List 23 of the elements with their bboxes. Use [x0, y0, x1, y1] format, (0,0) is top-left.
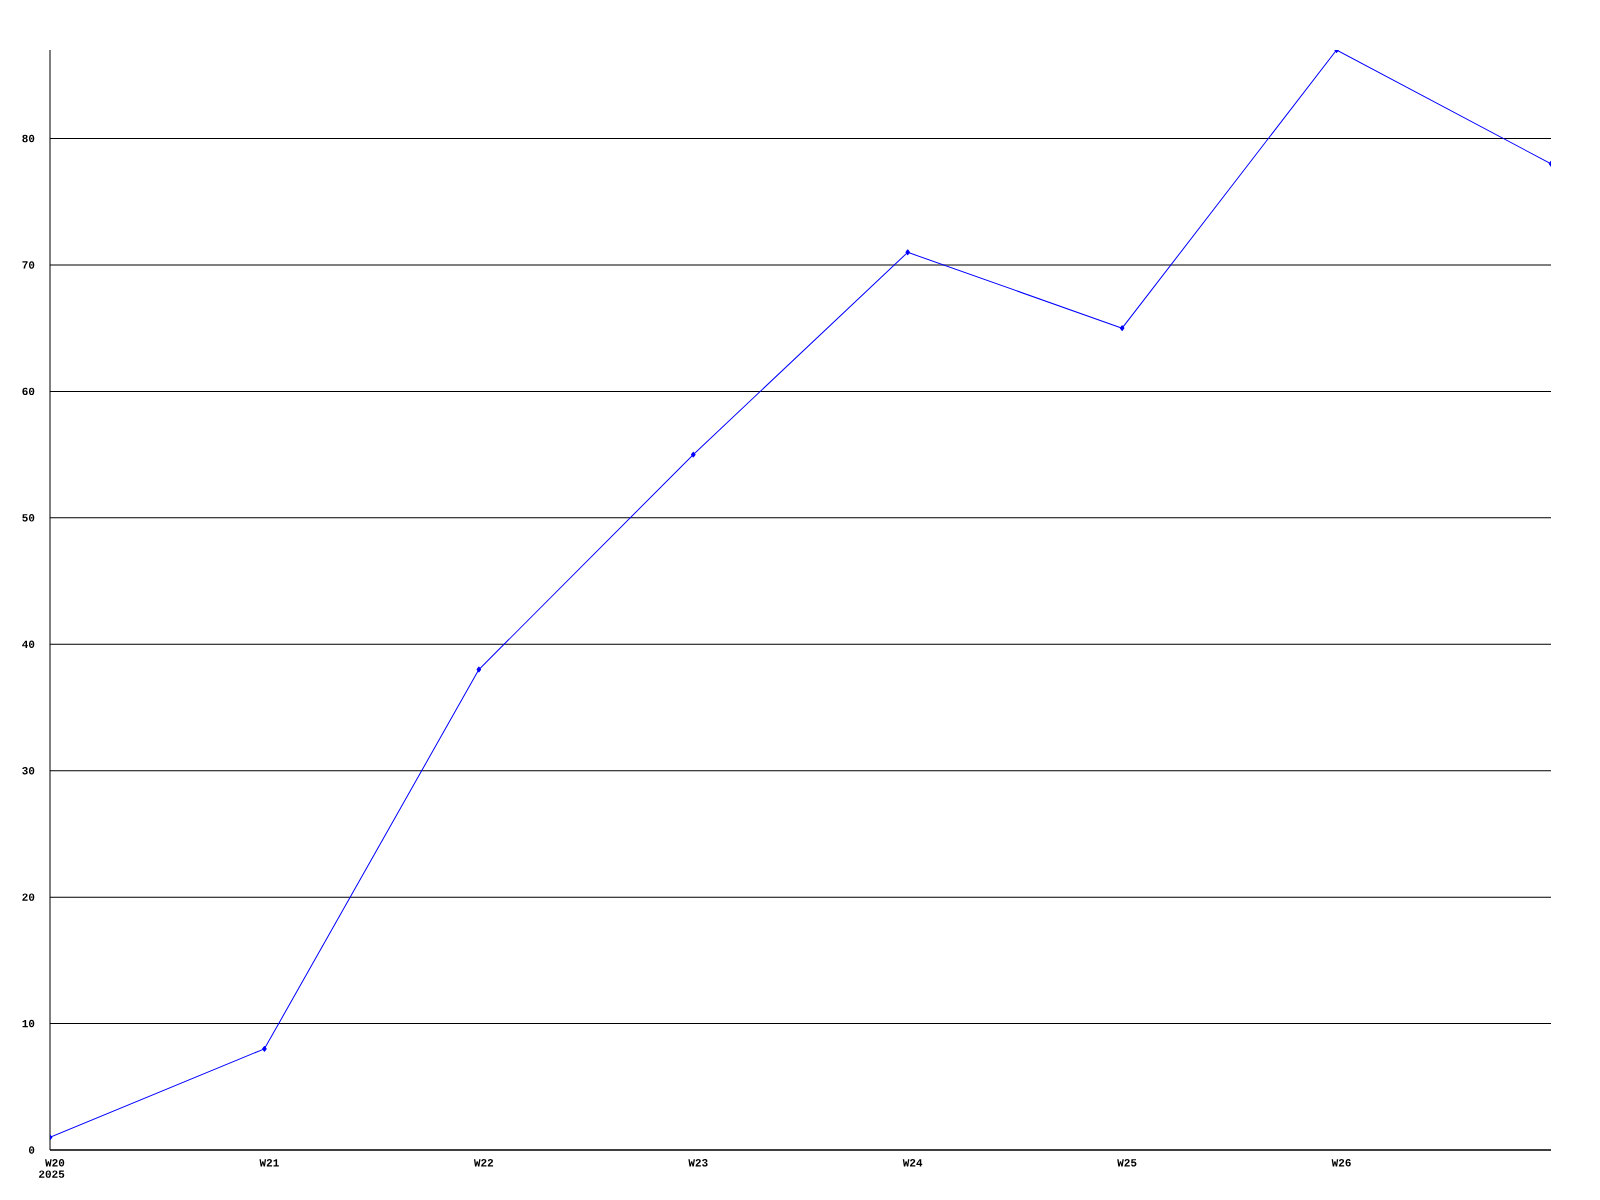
point — [476, 666, 482, 673]
y-tick-label: 10 — [22, 1019, 35, 1028]
y-tick-label: 0 — [28, 1146, 35, 1154]
point — [1119, 325, 1125, 332]
x-tick-label: W23 — [688, 1159, 708, 1167]
text: 2025 — [39, 1170, 65, 1178]
y-tick-label: 40 — [22, 640, 35, 648]
x-tick-label: W20 — [45, 1159, 65, 1167]
x-tick-label: W22 — [473, 1159, 494, 1167]
y-tick-label: 20 — [22, 893, 35, 901]
y-tick-label: 60 — [22, 387, 35, 396]
y-tick-label: 50 — [22, 514, 35, 522]
y-tick-label: 80 — [22, 134, 35, 143]
point — [1334, 50, 1339, 53]
x-tick-label: W25 — [1117, 1159, 1137, 1167]
x-tick-label: W26 — [1331, 1159, 1351, 1167]
y-tick-label: 70 — [22, 261, 35, 269]
point — [690, 451, 696, 458]
point — [905, 249, 911, 256]
x-tick-label: W21 — [259, 1159, 279, 1167]
x-tick-label: W24 — [902, 1159, 923, 1167]
y-tick-label: 30 — [22, 766, 35, 775]
point — [262, 1045, 267, 1052]
